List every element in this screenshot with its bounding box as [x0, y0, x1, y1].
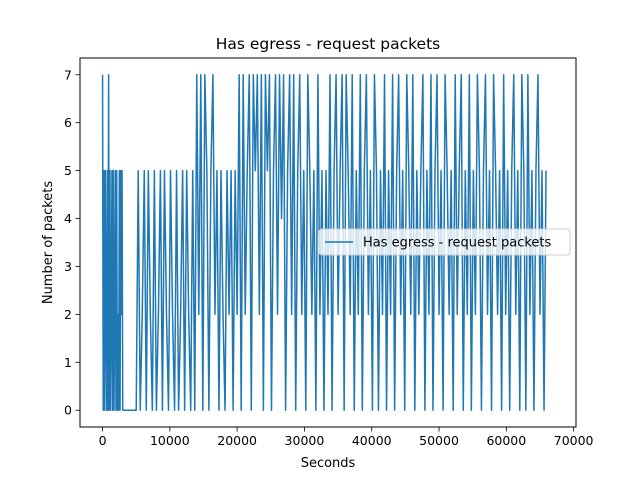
legend: Has egress - request packets	[318, 228, 571, 256]
y-tick-label: 4	[64, 211, 72, 226]
x-tick-label: 40000	[352, 433, 392, 448]
series-layer	[101, 74, 547, 411]
x-axis: 0 10000 20000 30000 40000 50000 60000 70000	[99, 427, 594, 448]
y-tick-label: 0	[64, 403, 72, 418]
x-tick-label: 50000	[419, 433, 459, 448]
legend-entry-label: Has egress - request packets	[363, 236, 552, 251]
x-axis-label: Seconds	[301, 456, 356, 471]
x-tick-label: 60000	[486, 433, 526, 448]
chart-title: Has egress - request packets	[216, 35, 441, 53]
x-tick-label: 10000	[150, 433, 190, 448]
x-tick-label: 30000	[285, 433, 325, 448]
legend-box	[318, 228, 571, 256]
y-axis: 0 1 2 3 4 5 6 7	[64, 67, 80, 418]
y-tick-label: 2	[64, 307, 72, 322]
y-axis-label: Number of packets	[41, 181, 56, 305]
x-tick-label: 0	[99, 433, 107, 448]
y-tick-label: 5	[64, 163, 72, 178]
plot-frame	[79, 57, 577, 428]
y-tick-label: 6	[64, 115, 72, 130]
y-tick-label: 3	[64, 259, 72, 274]
y-tick-label: 7	[64, 67, 72, 82]
series-line-0	[101, 74, 547, 411]
x-tick-label: 70000	[554, 433, 594, 448]
y-tick-label: 1	[64, 355, 72, 370]
x-tick-label: 20000	[217, 433, 257, 448]
